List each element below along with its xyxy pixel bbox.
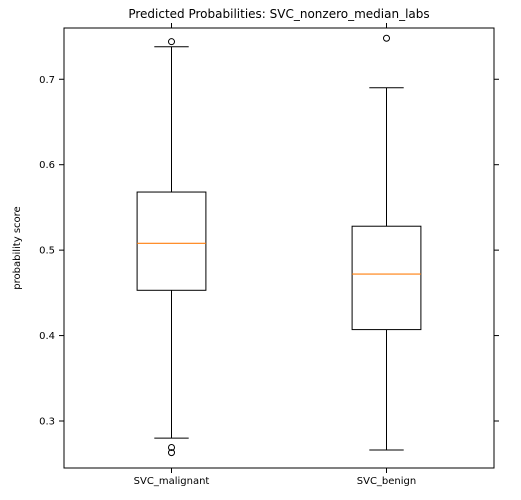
y-tick-label: 0.6	[39, 160, 55, 171]
chart-title: Predicted Probabilities: SVC_nonzero_med…	[128, 7, 429, 21]
y-tick-label: 0.4	[39, 331, 55, 342]
y-tick-label: 0.3	[39, 417, 55, 428]
y-tick-label: 0.5	[39, 246, 55, 257]
x-tick-label: SVC_benign	[357, 476, 416, 487]
x-tick-label: SVC_malignant	[134, 476, 210, 487]
y-tick-label: 0.7	[39, 75, 55, 86]
axes-border	[64, 28, 494, 468]
chart-svg: Predicted Probabilities: SVC_nonzero_med…	[0, 0, 521, 500]
y-axis-label: probability score	[12, 206, 23, 289]
boxplot-chart: Predicted Probabilities: SVC_nonzero_med…	[0, 0, 521, 500]
